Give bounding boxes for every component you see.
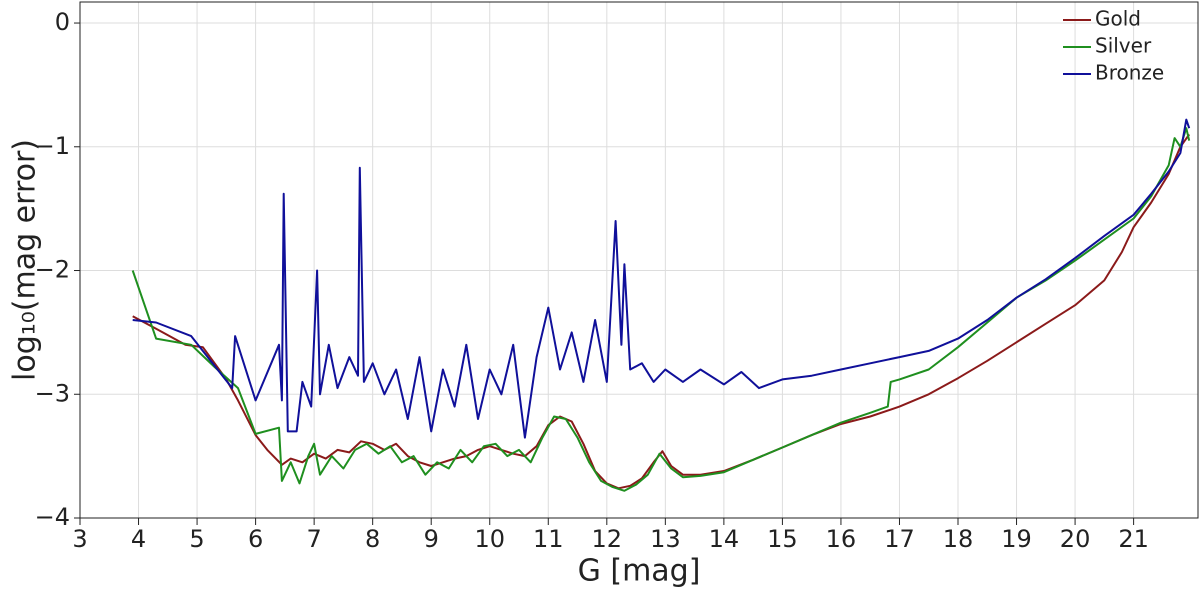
x-tick-label: 7 xyxy=(306,525,321,553)
x-tick-label: 4 xyxy=(131,525,146,553)
y-tick-label: −3 xyxy=(35,379,70,407)
x-axis-label: G [mag] xyxy=(578,554,701,589)
series-line xyxy=(132,118,1191,439)
x-tick-label: 17 xyxy=(884,525,915,553)
y-tick-label: −1 xyxy=(35,132,70,160)
legend-label: Silver xyxy=(1095,34,1152,58)
y-axis-label: log₁₀(mag error) xyxy=(8,139,43,381)
x-tick-label: 16 xyxy=(826,525,857,553)
series-line xyxy=(131,127,1191,492)
x-tick-label: 8 xyxy=(365,525,380,553)
x-tick-label: 9 xyxy=(424,525,439,553)
x-tick-label: 13 xyxy=(650,525,681,553)
legend-label: Bronze xyxy=(1095,61,1164,85)
x-tick-label: 14 xyxy=(709,525,740,553)
x-tick-label: 3 xyxy=(72,525,87,553)
y-tick-label: 0 xyxy=(55,8,70,36)
x-tick-label: 18 xyxy=(943,525,974,553)
x-tick-label: 11 xyxy=(533,525,564,553)
x-tick-label: 20 xyxy=(1060,525,1091,553)
x-tick-label: 19 xyxy=(1001,525,1032,553)
x-tick-label: 6 xyxy=(248,525,263,553)
legend-label: Gold xyxy=(1095,7,1141,31)
x-tick-label: 10 xyxy=(474,525,505,553)
y-tick-label: −4 xyxy=(35,503,70,531)
plot-frame xyxy=(79,1,1199,519)
series-line xyxy=(132,133,1191,490)
x-tick-label: 12 xyxy=(592,525,623,553)
x-tick-label: 5 xyxy=(189,525,204,553)
x-tick-label: 15 xyxy=(767,525,798,553)
y-tick-label: −2 xyxy=(35,256,70,284)
x-tick-label: 21 xyxy=(1118,525,1149,553)
